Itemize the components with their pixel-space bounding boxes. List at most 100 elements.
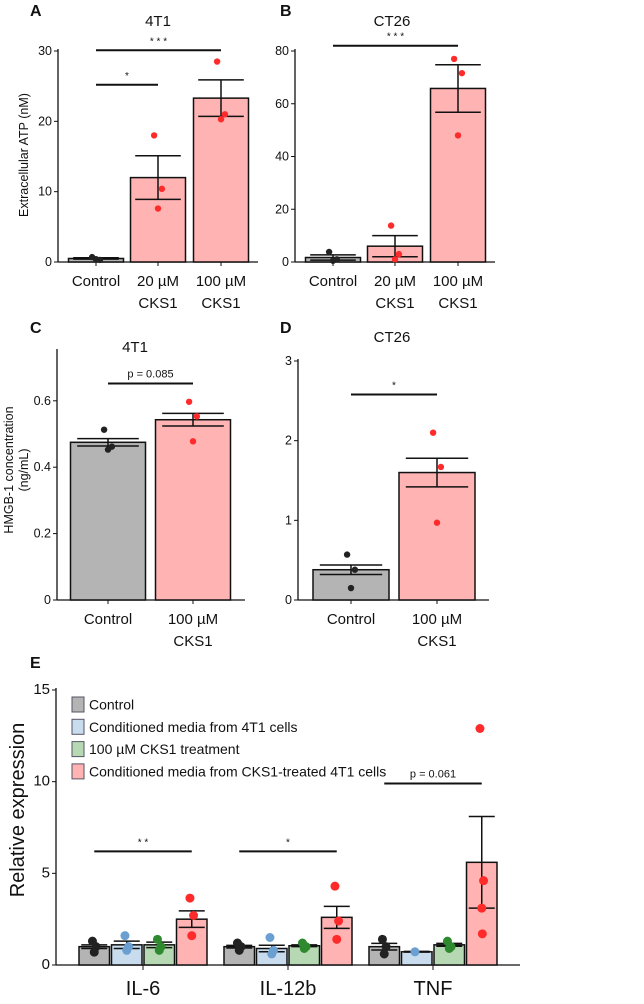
data-point [429, 429, 437, 436]
bar-IL-6 [78, 936, 111, 966]
bar [429, 87, 487, 263]
x-tick-label: 100 µM [433, 273, 483, 290]
y-tick-label: 5 [42, 864, 50, 881]
data-point [185, 893, 195, 903]
data-point [477, 903, 487, 913]
significance-label: * * * [387, 32, 404, 43]
data-point [213, 58, 221, 65]
y-tick-label: 0.6 [34, 394, 51, 408]
bar [192, 97, 250, 263]
y-tick-label: 10 [33, 773, 50, 790]
data-point [152, 934, 162, 944]
data-point [158, 185, 166, 193]
bar-IL-6 [110, 931, 143, 966]
data-point [351, 566, 359, 573]
bar-IL-12b [255, 933, 288, 966]
y-tick-label: 3 [285, 354, 292, 368]
bar-group [366, 222, 424, 263]
x-tick-label: CKS1 [138, 295, 177, 312]
x-tick-label: TNF [414, 978, 453, 999]
bar-IL-6 [143, 934, 176, 966]
chart-title: CT26 [374, 13, 411, 30]
y-tick-label: 0.4 [34, 460, 51, 474]
y-tick-label: 20 [38, 114, 52, 128]
x-tick-label: Control [327, 611, 375, 628]
bar-group [429, 55, 487, 263]
panel-letter: E [30, 655, 41, 672]
data-point [329, 257, 337, 264]
bar-group [67, 253, 125, 264]
panel-letter: D [280, 320, 292, 337]
x-tick-label: IL-6 [126, 978, 160, 999]
y-tick-label: 30 [38, 44, 52, 58]
data-point [332, 934, 342, 944]
data-point [479, 876, 489, 886]
data-point [475, 724, 485, 733]
x-tick-label: Control [72, 273, 120, 290]
data-point [122, 945, 132, 955]
y-tick-label: 0.2 [34, 527, 51, 541]
bar-IL-12b [288, 938, 321, 966]
legend-swatch [71, 696, 85, 713]
data-point [299, 944, 309, 953]
x-tick-label: CKS1 [173, 633, 212, 650]
panel-B: B CT26 0 20 40 60 80 Control 20 µM CKS1 100 µM CKS1… [275, 3, 495, 312]
bar-group [398, 429, 476, 601]
data-point [381, 942, 391, 952]
data-point [189, 438, 197, 445]
y-tick-label: 80 [275, 44, 289, 58]
y-tick-label: 0 [282, 255, 289, 269]
data-point [477, 929, 487, 939]
x-tick-label: 20 µM [137, 273, 179, 290]
bar-group [129, 132, 187, 263]
data-point [330, 881, 340, 891]
data-point [377, 934, 387, 944]
data-point [193, 413, 201, 420]
significance-label: * * * [150, 36, 167, 47]
data-point [92, 255, 100, 263]
bar-IL-12b [320, 881, 353, 966]
significance-label: * [392, 380, 396, 391]
data-point [387, 222, 395, 229]
x-tick-label: IL-12b [260, 978, 317, 999]
data-point [391, 256, 399, 263]
legend-swatch [71, 718, 85, 735]
data-point [343, 551, 351, 558]
y-tick-label: 20 [275, 202, 289, 216]
data-point [325, 248, 333, 256]
legend-label: 100 µM CKS1 treatment [89, 741, 240, 757]
data-point [104, 446, 112, 453]
data-point [187, 931, 197, 941]
x-tick-label: CKS1 [201, 295, 240, 312]
data-point [450, 55, 458, 63]
chart-title: CT26 [374, 329, 411, 346]
x-tick-label: 100 µM [168, 611, 218, 628]
significance-label: p = 0.061 [410, 769, 456, 781]
panel-E: E Relative expression 0 5 10 15 IL-6 IL-12b TNF *… [7, 655, 520, 1000]
panel-C: C 4T1 HMGB-1 concentration (ng/mL) 0 0.2 0.4 0.… [2, 320, 245, 650]
y-tick-label: 40 [275, 150, 289, 164]
y-axis-label: HMGB-1 concentration [2, 406, 16, 533]
data-point [395, 250, 403, 258]
bar-IL-6 [175, 893, 208, 966]
panel-letter: C [30, 320, 42, 337]
x-tick-label: CKS1 [417, 633, 456, 650]
panel-A: A 4T1 Extracellular ATP (nM) 0 10 20 30 Control… [17, 3, 258, 312]
data-point [444, 944, 454, 953]
significance-label: p = 0.085 [127, 369, 173, 381]
data-point [154, 205, 162, 212]
data-point [454, 132, 462, 139]
panel-letter: A [30, 3, 42, 20]
significance-label: * [125, 71, 129, 82]
x-tick-label: CKS1 [375, 295, 414, 312]
legend-swatch [71, 763, 85, 780]
data-point [433, 519, 441, 526]
data-point [221, 111, 229, 118]
bar-TNF [433, 936, 466, 966]
y-tick-label: 0 [44, 593, 51, 607]
bar-TNF [465, 724, 498, 966]
y-tick-label: 60 [275, 97, 289, 111]
legend: Control Conditioned media from 4T1 cells 1… [71, 696, 386, 780]
data-point [217, 116, 225, 123]
